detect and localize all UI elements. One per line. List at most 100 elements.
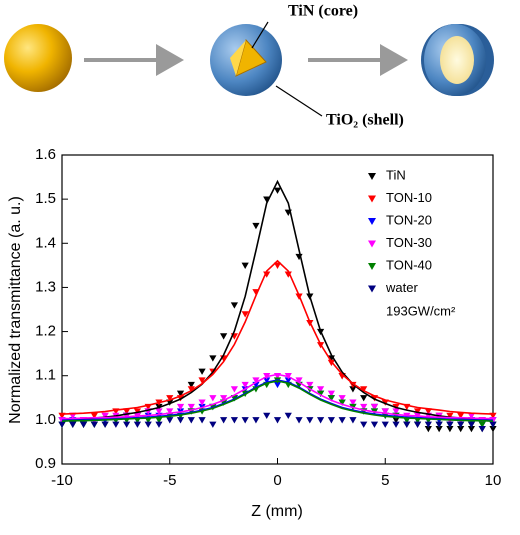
- marker: [381, 408, 389, 415]
- marker: [133, 408, 142, 415]
- legend-label: TON-10: [386, 190, 432, 205]
- legend-marker: [368, 263, 376, 270]
- marker: [327, 417, 335, 424]
- marker: [220, 333, 228, 340]
- marker: [413, 421, 422, 428]
- marker: [392, 421, 400, 428]
- marker: [241, 262, 249, 269]
- legend-label: TiN: [386, 167, 406, 182]
- marker: [317, 417, 325, 424]
- marker: [69, 421, 77, 428]
- legend-marker: [368, 218, 376, 225]
- marker: [101, 421, 109, 428]
- marker: [392, 408, 400, 415]
- legend-label: TON-20: [386, 212, 432, 227]
- marker: [489, 425, 497, 433]
- marker: [317, 390, 325, 397]
- marker: [360, 395, 368, 402]
- marker: [176, 417, 185, 424]
- fit-line: [61, 379, 494, 422]
- marker: [263, 377, 271, 384]
- marker: [327, 390, 335, 397]
- y-tick-label: 1.2: [35, 323, 56, 340]
- marker: [424, 408, 432, 415]
- marker: [155, 417, 163, 424]
- marker: [478, 421, 486, 428]
- marker: [349, 386, 357, 393]
- legend-label: TON-30: [386, 235, 432, 250]
- marker: [435, 425, 443, 433]
- marker: [457, 412, 465, 420]
- marker: [360, 403, 368, 411]
- pointer-line: [275, 85, 323, 117]
- y-tick-label: 1.0: [35, 411, 56, 428]
- marker: [338, 417, 346, 424]
- marker: [446, 425, 454, 433]
- marker: [90, 412, 98, 420]
- y-tick-label: 1.3: [35, 278, 56, 295]
- marker: [187, 417, 195, 424]
- marker: [58, 421, 66, 428]
- fit-line: [61, 380, 494, 422]
- marker: [112, 421, 120, 428]
- marker: [446, 412, 454, 420]
- marker: [187, 381, 195, 389]
- marker: [349, 417, 357, 424]
- marker: [327, 395, 335, 402]
- marker: [252, 417, 260, 424]
- marker: [273, 417, 282, 424]
- marker: [155, 408, 163, 415]
- marker: [166, 395, 174, 402]
- marker: [467, 425, 476, 433]
- marker: [101, 412, 109, 420]
- marker: [457, 425, 465, 433]
- marker: [166, 417, 174, 424]
- marker: [263, 412, 271, 420]
- tin-sphere: [4, 24, 72, 92]
- marker: [144, 421, 152, 428]
- marker: [349, 399, 357, 406]
- marker: [79, 421, 88, 428]
- pointer-line: [251, 21, 269, 49]
- marker: [273, 262, 282, 269]
- marker: [403, 421, 411, 428]
- marker: [263, 271, 271, 278]
- marker: [198, 368, 206, 375]
- x-axis-label: Z (mm): [251, 503, 303, 520]
- marker: [176, 403, 185, 411]
- legend-marker: [368, 173, 376, 180]
- shell-label: TiO₂ (shell): [326, 112, 404, 129]
- legend-label: TON-40: [386, 257, 432, 272]
- marker: [295, 417, 303, 424]
- marker: [392, 417, 400, 424]
- fit-line: [61, 259, 494, 415]
- marker: [187, 386, 195, 393]
- marker: [413, 408, 422, 415]
- x-tick-label: 10: [485, 472, 502, 489]
- y-tick-label: 1.6: [35, 146, 56, 163]
- diagram: TiN (core) TiO₂ (shell): [4, 3, 494, 129]
- legend-marker: [368, 240, 376, 248]
- marker: [457, 421, 465, 428]
- marker: [90, 421, 98, 428]
- marker: [435, 421, 443, 428]
- marker: [241, 417, 249, 424]
- marker: [370, 421, 379, 428]
- marker: [273, 381, 282, 389]
- y-tick-label: 0.9: [35, 455, 56, 472]
- x-tick-label: 5: [381, 472, 389, 489]
- marker: [478, 425, 486, 433]
- marker: [209, 395, 217, 402]
- marker: [187, 403, 195, 411]
- marker: [317, 386, 325, 393]
- legend-marker: [368, 195, 376, 203]
- x-tick-label: -5: [163, 472, 176, 489]
- cut-core: [440, 36, 474, 84]
- marker: [284, 377, 292, 384]
- marker: [155, 421, 163, 428]
- marker: [220, 417, 228, 424]
- marker: [241, 381, 249, 389]
- marker: [446, 421, 454, 428]
- marker: [198, 377, 206, 384]
- marker: [306, 417, 314, 424]
